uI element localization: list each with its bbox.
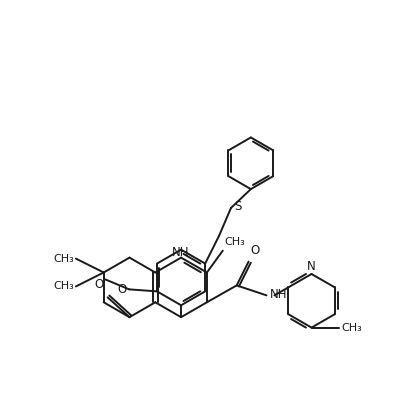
Text: O: O (95, 278, 104, 291)
Text: CH₃: CH₃ (341, 323, 362, 332)
Text: S: S (234, 200, 242, 213)
Text: N: N (307, 260, 316, 273)
Text: NH: NH (269, 288, 287, 301)
Text: CH₃: CH₃ (53, 254, 74, 263)
Text: CH₃: CH₃ (225, 237, 245, 247)
Text: O: O (117, 283, 126, 296)
Text: NH: NH (172, 246, 190, 259)
Text: O: O (251, 244, 260, 257)
Text: CH₃: CH₃ (53, 282, 74, 291)
